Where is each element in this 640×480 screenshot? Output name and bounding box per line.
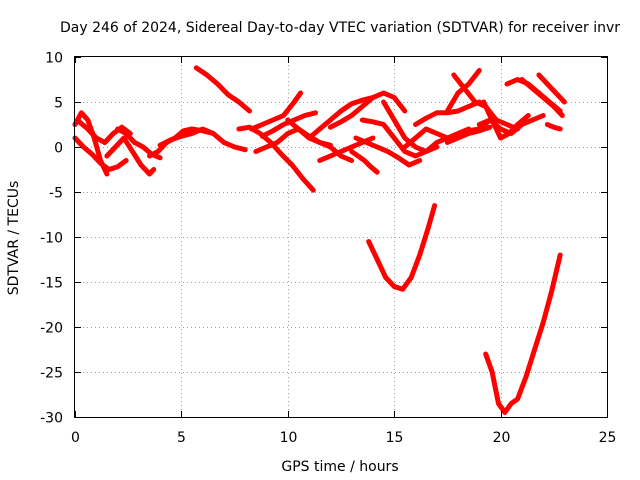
data-series-group [72, 65, 567, 415]
axis-ticks: 0 5 10 15 20 25 -30 -25 -20 -15 -10 -5 0 5 10 [40, 51, 616, 447]
series-line-arc-9 [236, 124, 316, 193]
y-tick-label: -10 [40, 231, 63, 247]
series-line-arc-27 [481, 99, 531, 141]
series-line-arc-23 [444, 124, 493, 145]
x-tick-label: 0 [71, 430, 80, 446]
y-tick-label: 0 [54, 141, 63, 157]
series-line-arc-31 [544, 122, 563, 132]
series-line-arc-8 [193, 65, 252, 114]
series-line-arc-14 [306, 95, 376, 141]
series-line-arc-2 [72, 135, 129, 172]
series-line-arc-16 [327, 90, 408, 130]
series-line-arc-7 [157, 126, 248, 153]
y-tick-label: -5 [49, 186, 63, 202]
series-line-arc-13 [285, 117, 355, 163]
x-axis-label: GPS time / hours [281, 459, 398, 475]
y-tick-label: -15 [40, 276, 63, 292]
series-line-arc-6 [147, 126, 216, 159]
y-tick-label: 10 [45, 51, 63, 67]
plot-frame [74, 56, 608, 418]
x-tick-label: 15 [386, 430, 404, 446]
x-tick-label: 25 [599, 430, 617, 446]
series-line-arc-18 [353, 135, 423, 168]
series-line-arc-33 [483, 252, 563, 415]
series-line-arc-11 [249, 90, 304, 132]
chart-title: Day 246 of 2024, Sidereal Day-to-day VTE… [60, 20, 620, 36]
x-tick-label: 5 [177, 430, 186, 446]
series-line-arc-32 [366, 203, 438, 292]
y-tick-label: -25 [40, 366, 63, 382]
x-tick-label: 10 [280, 430, 298, 446]
y-tick-label: 5 [54, 96, 63, 112]
y-tick-label: -30 [40, 411, 63, 427]
series-line-arc-30 [536, 72, 567, 105]
y-tick-label: -20 [40, 321, 63, 337]
series-line-arc-4 [104, 135, 157, 177]
series-line-arc-3 [76, 119, 133, 145]
x-tick-label: 20 [493, 430, 511, 446]
series-line-arc-17 [349, 149, 380, 175]
y-axis-label: SDTVAR / TECUs [6, 181, 22, 296]
series-line-arc-29 [519, 77, 565, 118]
